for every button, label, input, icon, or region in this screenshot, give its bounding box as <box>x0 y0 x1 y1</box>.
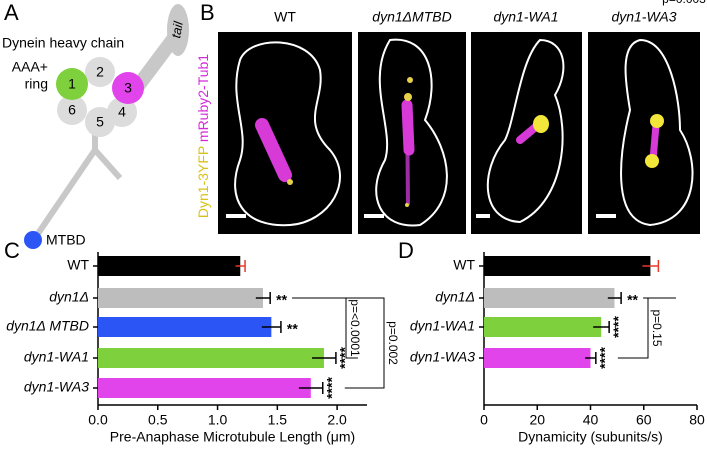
x-tick-label: 0 <box>480 412 488 428</box>
x-tick-label: 0.5 <box>148 412 168 428</box>
micrograph <box>218 32 352 234</box>
significance: ** <box>627 292 638 308</box>
ring-label: AAA+ <box>12 59 48 75</box>
bar <box>98 378 311 398</box>
domain-label: 1 <box>68 76 76 92</box>
column-label: WT <box>274 9 296 25</box>
category-label: WT <box>453 257 475 273</box>
p-value: p=0.15 <box>650 309 664 346</box>
micrograph <box>588 32 700 234</box>
channel-labels: Dyn1-3YFP mRuby2-Tub1 <box>195 54 211 218</box>
domain-label: 5 <box>96 114 104 130</box>
micrograph <box>358 32 466 234</box>
significance: ** <box>287 321 298 337</box>
significance: **** <box>597 347 613 369</box>
x-tick-label: 2.0 <box>327 412 347 428</box>
column-label: dyn1ΔMTBD <box>372 9 451 25</box>
domain-label: 4 <box>118 104 126 120</box>
category-label: dyn1Δ <box>49 289 89 305</box>
category-label: dyn1Δ <box>435 289 475 305</box>
category-label: dyn1-WA1 <box>410 318 475 334</box>
x-axis-label: Dynamicity (subunits/s) <box>518 429 663 445</box>
category-label: WT <box>67 257 89 273</box>
significance: ** <box>276 292 287 308</box>
bar <box>98 288 263 308</box>
x-tick-label: 20 <box>529 412 545 428</box>
x-tick-label: 0.0 <box>88 412 108 428</box>
category-label: dyn1-WA1 <box>24 349 89 365</box>
column-label: dyn1-WA3 <box>611 9 676 25</box>
p-value: p=<0.0001 <box>348 299 362 357</box>
domain-label: 2 <box>96 64 104 80</box>
bar <box>484 256 651 276</box>
category-label: dyn1Δ MTBD <box>6 318 89 334</box>
bar <box>98 256 241 276</box>
x-tick-label: 80 <box>689 412 705 428</box>
p-value: p=0.002 <box>386 321 400 365</box>
significance: **** <box>610 316 626 338</box>
significance: **** <box>323 377 339 399</box>
category-label: dyn1-WA3 <box>410 349 475 365</box>
domain-label: 3 <box>124 80 132 96</box>
panel-label: B <box>200 0 215 25</box>
category-label: dyn1-WA3 <box>24 379 89 395</box>
bar <box>484 288 615 308</box>
mtbd-label: MTBD <box>46 232 86 248</box>
x-tick-label: 1.5 <box>268 412 288 428</box>
ring-label: ring <box>25 76 48 92</box>
bar <box>484 317 602 337</box>
diagram-title: Dynein heavy chain <box>2 35 124 51</box>
micrograph <box>471 32 582 234</box>
bar <box>98 317 272 337</box>
bar <box>484 348 591 368</box>
x-tick-label: 60 <box>636 412 652 428</box>
x-axis-label: Pre-Anaphase Microtubule Length (μm) <box>110 429 355 445</box>
domain-label: 6 <box>68 102 76 118</box>
significance-bracket <box>292 297 385 389</box>
bar <box>98 348 324 368</box>
panel-label: A <box>4 0 19 25</box>
p-value: p=0.003 <box>662 0 706 6</box>
x-tick-label: 1.0 <box>208 412 228 428</box>
panel-label: D <box>398 238 414 263</box>
tail-label: tail <box>168 19 186 39</box>
significance: **** <box>337 347 353 369</box>
x-tick-label: 40 <box>583 412 599 428</box>
dynein-diagram: tail Dynein heavy chain AAA+ ring 1 2 3 … <box>2 4 189 249</box>
column-label: dyn1-WA1 <box>493 9 558 25</box>
panel-label: C <box>4 238 20 263</box>
